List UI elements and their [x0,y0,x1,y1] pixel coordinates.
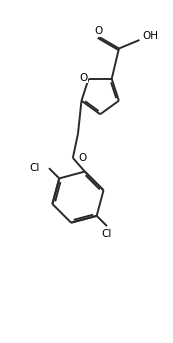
Text: O: O [78,153,86,163]
Text: OH: OH [142,31,158,41]
Text: Cl: Cl [29,163,40,173]
Text: O: O [94,26,103,36]
Text: O: O [80,73,88,83]
Text: Cl: Cl [102,229,112,239]
